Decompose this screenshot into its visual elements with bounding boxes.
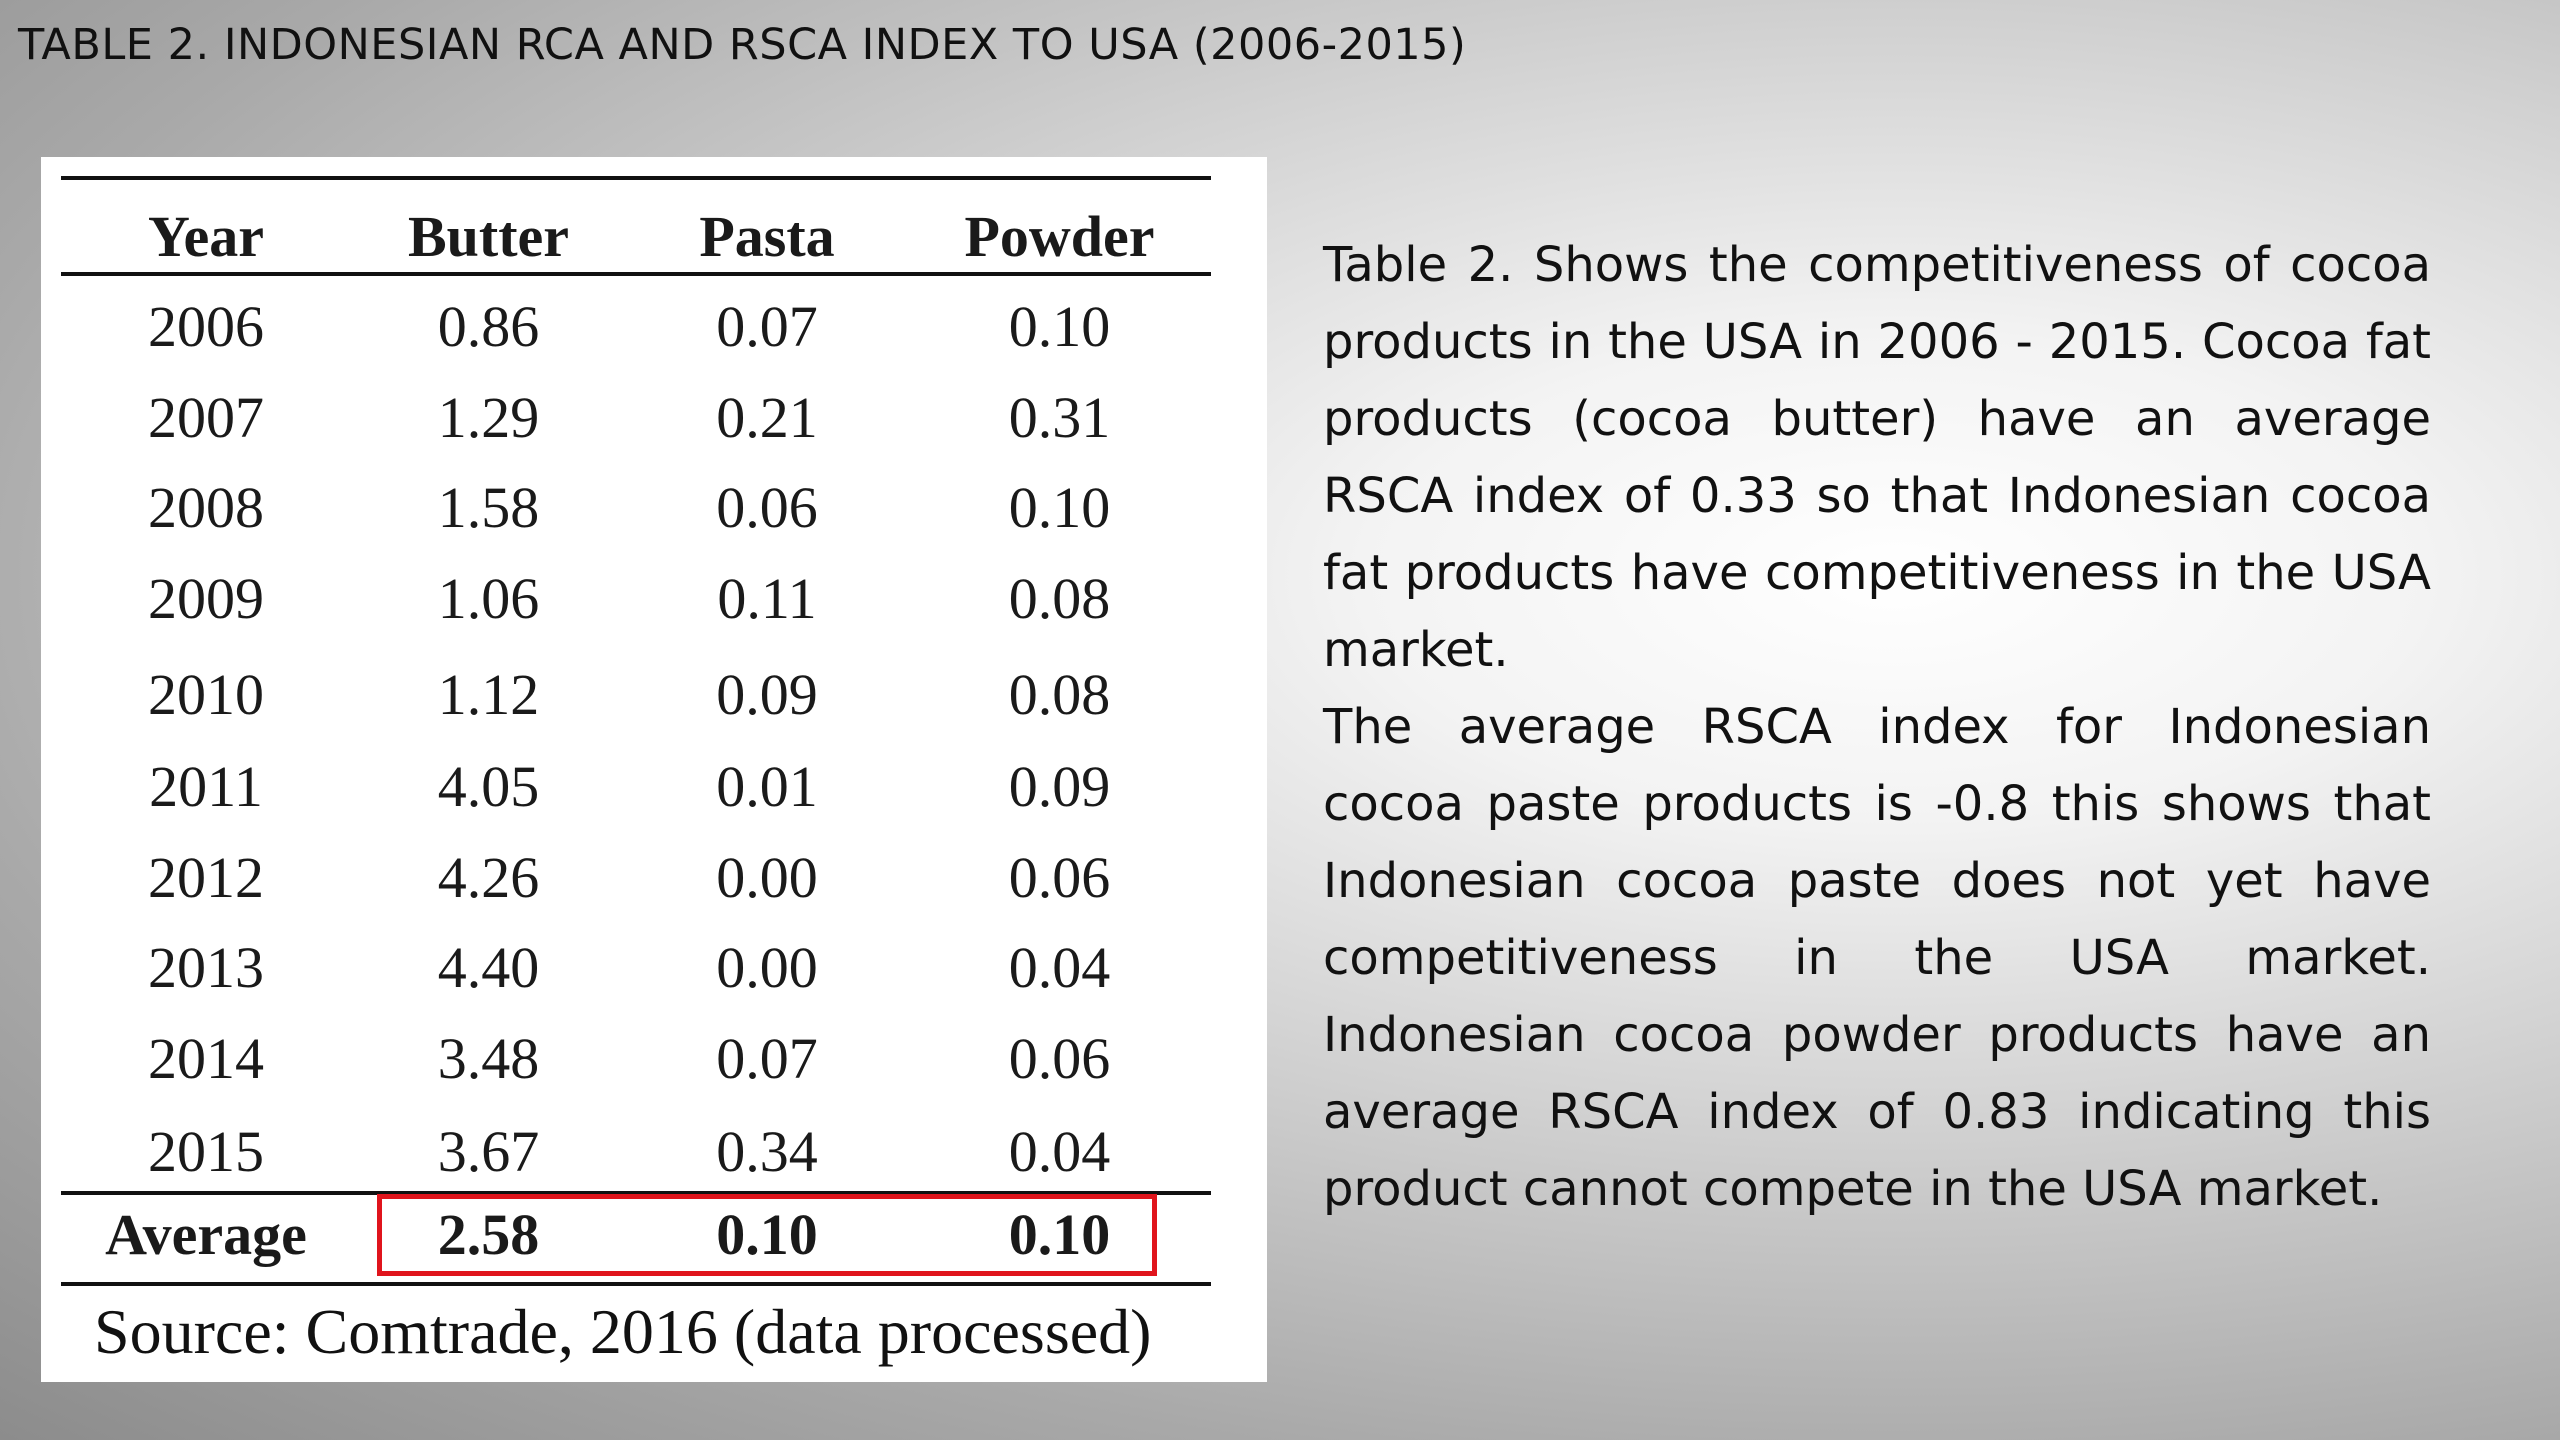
cell-year: 2007 bbox=[148, 385, 264, 450]
cell-year: 2009 bbox=[148, 566, 264, 631]
table-source-note: Source: Comtrade, 2016 (data processed) bbox=[94, 1296, 1152, 1367]
cell-year: 2011 bbox=[149, 754, 263, 819]
table-row: 2009 1.06 0.11 0.08 bbox=[61, 559, 1211, 639]
average-label: Average bbox=[105, 1202, 307, 1267]
cell-powder: 0.09 bbox=[1008, 754, 1111, 819]
cell-butter: 1.29 bbox=[437, 385, 540, 450]
cell-year: 2013 bbox=[148, 935, 264, 1000]
cell-butter: 3.67 bbox=[437, 1119, 540, 1184]
cell-powder: 0.04 bbox=[1008, 935, 1111, 1000]
cell-pasta: 0.21 bbox=[716, 385, 818, 450]
cell-pasta: 0.07 bbox=[716, 294, 818, 359]
average-highlight-box bbox=[377, 1194, 1157, 1276]
table-row: 2013 4.40 0.00 0.04 bbox=[61, 928, 1211, 1008]
cell-butter: 4.40 bbox=[437, 935, 540, 1000]
description-paragraph-1: Table 2. Shows the competitiveness of co… bbox=[1323, 237, 2431, 678]
table-bottom-rule bbox=[61, 1282, 1211, 1286]
cell-pasta: 0.11 bbox=[717, 566, 817, 631]
column-header-year: Year bbox=[148, 204, 264, 269]
cell-butter: 4.05 bbox=[437, 754, 540, 819]
column-header-pasta: Pasta bbox=[699, 204, 835, 269]
table-header-rule bbox=[61, 272, 1211, 276]
cell-pasta: 0.01 bbox=[716, 754, 818, 819]
cell-powder: 0.31 bbox=[1008, 385, 1111, 450]
cell-powder: 0.04 bbox=[1008, 1119, 1111, 1184]
cell-powder: 0.06 bbox=[1008, 845, 1111, 910]
cell-butter: 0.86 bbox=[437, 294, 540, 359]
table-top-rule bbox=[61, 176, 1211, 180]
cell-year: 2006 bbox=[148, 294, 264, 359]
cell-butter: 4.26 bbox=[437, 845, 540, 910]
cell-powder: 0.10 bbox=[1008, 294, 1111, 359]
description-paragraph-2: The average RSCA index for Indonesian co… bbox=[1323, 699, 2431, 1217]
table-row: 2015 3.67 0.34 0.04 bbox=[61, 1112, 1211, 1192]
table-row: 2012 4.26 0.00 0.06 bbox=[61, 838, 1211, 918]
average-row: Average 2.58 0.10 0.10 bbox=[61, 1195, 1211, 1275]
average-top-rule bbox=[61, 1191, 1211, 1195]
cell-pasta: 0.00 bbox=[716, 935, 818, 1000]
cell-powder: 0.08 bbox=[1008, 662, 1111, 727]
column-header-powder: Powder bbox=[964, 204, 1155, 269]
cell-year: 2012 bbox=[148, 845, 264, 910]
average-pasta: 0.10 bbox=[716, 1202, 818, 1267]
table-row: 2010 1.12 0.09 0.08 bbox=[61, 655, 1211, 735]
description-text: Table 2. Shows the competitiveness of co… bbox=[1323, 227, 2431, 1228]
table-row: 2011 4.05 0.01 0.09 bbox=[61, 747, 1211, 827]
cell-pasta: 0.09 bbox=[716, 662, 818, 727]
cell-butter: 1.12 bbox=[437, 662, 540, 727]
average-powder: 0.10 bbox=[1008, 1202, 1111, 1267]
cell-powder: 0.10 bbox=[1008, 475, 1111, 540]
slide-title: TABLE 2. INDONESIAN RCA AND RSCA INDEX T… bbox=[18, 20, 1467, 70]
cell-pasta: 0.06 bbox=[716, 475, 818, 540]
column-header-butter: Butter bbox=[407, 204, 570, 269]
cell-pasta: 0.34 bbox=[716, 1119, 818, 1184]
cell-pasta: 0.00 bbox=[716, 845, 818, 910]
cell-year: 2008 bbox=[148, 475, 264, 540]
cell-butter: 1.06 bbox=[437, 566, 540, 631]
cell-year: 2010 bbox=[148, 662, 264, 727]
cell-powder: 0.08 bbox=[1008, 566, 1111, 631]
cell-pasta: 0.07 bbox=[716, 1026, 818, 1091]
cell-butter: 3.48 bbox=[437, 1026, 540, 1091]
cell-butter: 1.58 bbox=[437, 475, 540, 540]
average-butter: 2.58 bbox=[437, 1202, 540, 1267]
cell-year: 2014 bbox=[148, 1026, 264, 1091]
table-row: 2014 3.48 0.07 0.06 bbox=[61, 1019, 1211, 1099]
rca-table: Year Butter Pasta Powder 2006 0.86 0.07 … bbox=[41, 157, 1267, 1382]
table-header-row: Year Butter Pasta Powder bbox=[61, 197, 1211, 277]
cell-year: 2015 bbox=[148, 1119, 264, 1184]
table-row: 2007 1.29 0.21 0.31 bbox=[61, 378, 1211, 458]
cell-powder: 0.06 bbox=[1008, 1026, 1111, 1091]
table-row: 2006 0.86 0.07 0.10 bbox=[61, 287, 1211, 367]
table-row: 2008 1.58 0.06 0.10 bbox=[61, 468, 1211, 548]
